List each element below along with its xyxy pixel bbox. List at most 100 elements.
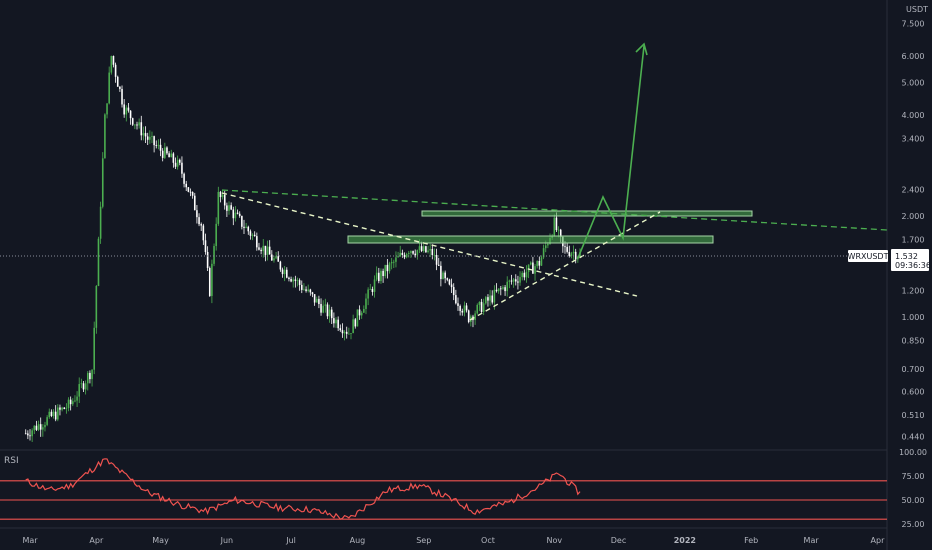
time-tick-label: Feb [744,536,758,545]
candle-body [50,411,53,416]
candle-body [566,246,568,252]
candle-body [127,107,130,111]
candle-body [288,277,290,280]
rsi-axis[interactable]: 100.00 75.00 50.00 25.00 [899,448,927,529]
candle-body [238,213,241,216]
candle-body [93,327,95,370]
candle-body [271,254,273,261]
price-tick-label: 9.000 [902,0,925,2]
candle-body [121,88,123,105]
rsi-tick-label: 25.00 [902,520,925,529]
candle-body [258,247,260,250]
candle-body [185,183,188,188]
candle-body [330,309,333,319]
time-tick-label: Sep [416,536,431,545]
candle-body [266,246,269,255]
candle-body [517,281,519,283]
candle-body [82,383,85,390]
candle-body [538,260,541,266]
projection-path[interactable] [577,45,645,259]
candle-body [489,295,491,301]
long-resistance-trendline[interactable] [221,189,888,231]
candle-body [414,253,416,256]
time-tick-label: Mar [804,536,820,545]
time-tick-label: Apr [89,536,104,545]
candle-body [341,330,344,334]
resistance-zone-1700[interactable] [347,235,714,244]
candle-body [24,433,27,435]
candle-body [395,257,397,262]
candle-body [418,246,421,251]
candle-body [407,252,410,254]
candle-body [521,272,523,278]
time-axis[interactable]: Mar Apr May Jun Jul Aug Sep Oct Nov Dec 2022 Feb Mar… [22,536,885,545]
candle-body [429,248,431,251]
candle-body [568,251,571,256]
candle-body [358,309,361,316]
candle-body [129,110,132,119]
candle-body [497,288,500,292]
candle-body [29,435,31,437]
ascending-support-trendline[interactable] [469,211,661,321]
candle-body [213,246,215,264]
candle-body [170,153,173,158]
candle-body [52,411,55,416]
candle-body [230,205,232,210]
candle-body [44,424,46,428]
candle-body [221,194,224,198]
candle-body [420,246,423,252]
candle-body [48,411,51,418]
price-tick-label: 1.000 [902,313,925,322]
candle-body [448,279,451,285]
candle-body [86,372,89,384]
candle-body [131,118,134,125]
price-tick-label: 4.000 [902,111,925,120]
candle-body [512,279,515,282]
candle-body [67,399,70,409]
candle-body [356,309,359,327]
candle-body [202,225,205,241]
candle-body [84,383,87,390]
candle-body [54,411,57,420]
candle-body [564,246,566,248]
candle-body [446,278,449,280]
candle-body [151,136,153,137]
candle-body [125,107,128,115]
candle-body [59,407,61,410]
candle-body [119,86,121,89]
resistance-zone-2000[interactable] [421,210,753,217]
price-tick-label: 1.200 [902,286,925,295]
candle-body [123,104,125,115]
candle-body [540,257,543,266]
candle-body [191,192,194,196]
candle-body [236,212,239,214]
candle-body [504,287,506,292]
candle-body [378,272,380,282]
price-tick-label: 0.600 [902,387,925,396]
candle-body [480,301,483,312]
annotations [221,42,888,321]
candle-body [485,297,487,304]
candle-body [463,305,466,313]
candle-body [208,267,211,296]
rsi-tick-label: 100.00 [899,448,927,457]
candle-body [292,279,295,282]
candle-body [211,263,213,296]
price-tag: 1.532 [895,252,918,261]
candle-body [157,144,160,146]
candle-body [91,369,93,380]
time-tick-label: Jul [285,536,296,545]
candle-body [519,277,521,283]
candle-body [514,279,517,282]
candle-body [200,224,202,226]
time-tick-label: Dec [611,536,626,545]
candle-body [401,252,404,255]
time-tick-label: May [152,536,169,545]
candle-body [333,318,335,324]
candle-body [572,251,575,254]
candle-body [425,246,427,253]
price-axis[interactable]: USDT 9.000 7.500 6.000 5.000 4.000 3.400 2.400… [902,0,929,442]
candle-body [161,150,164,158]
candle-body [450,284,453,288]
